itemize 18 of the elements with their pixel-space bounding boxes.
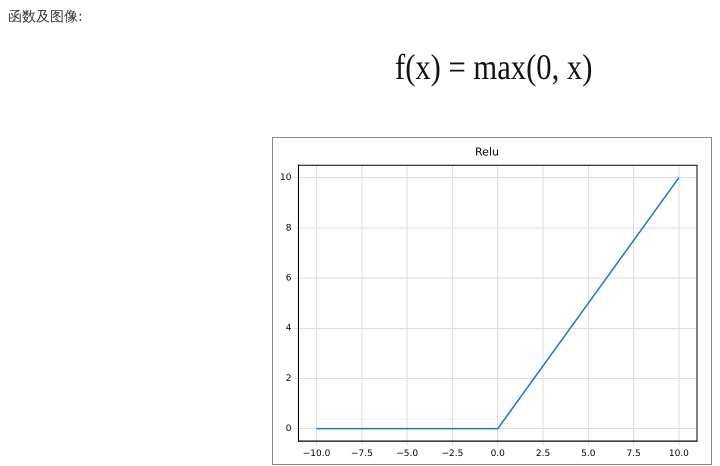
y-tick-label: 2 [286,374,292,384]
y-tick-label: 8 [286,223,292,234]
x-tick-label: −5.0 [396,448,418,459]
x-tick-label: 5.0 [581,448,596,459]
text: 函数及图像: [8,8,83,26]
y-tick-label: 6 [286,273,292,284]
x-tick-label: −10.0 [302,448,331,459]
chart-title: Relu [475,145,499,158]
y-tick-label: 10 [280,173,292,184]
x-tick-label: 10.0 [668,448,690,459]
x-tick-label: 2.5 [536,448,550,459]
y-tick-label: 0 [286,424,292,434]
x-tick-label: −7.5 [350,448,373,459]
x-tick-label: 0.0 [490,448,506,459]
y-tick-label: 4 [286,324,292,334]
x-tick-label: 7.5 [626,448,641,459]
x-tick-label: −2.5 [442,448,464,459]
text: f(x) = max(0, x) [395,46,592,88]
